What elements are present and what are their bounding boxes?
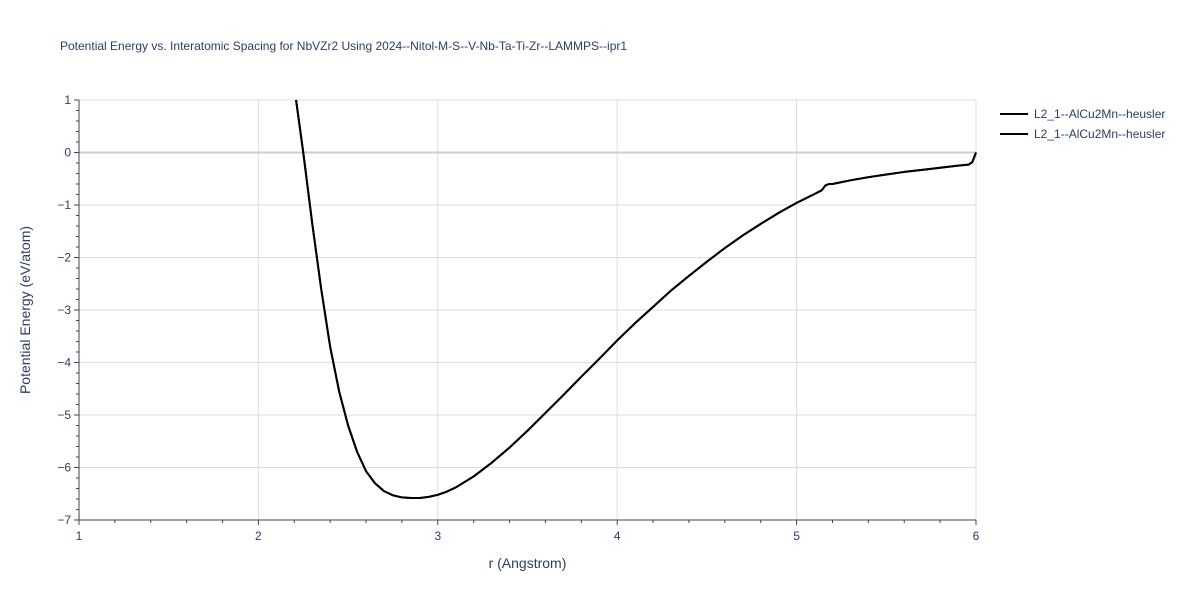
x-tick-label: 3 [434, 529, 441, 543]
x-tick-label: 1 [76, 529, 83, 543]
x-tick-label: 2 [255, 529, 262, 543]
tick-labels: 1 2 3 4 5 6 1 0 −1 −2 −3 −4 −5 −6 −7 [57, 93, 979, 543]
y-tick-label: −5 [57, 408, 71, 422]
series-group [295, 99, 977, 499]
axes [74, 99, 977, 525]
y-tick-label: −3 [57, 303, 71, 317]
y-tick-label: −2 [57, 251, 71, 265]
x-tick-label: 5 [793, 529, 800, 543]
y-tick-label: 0 [64, 146, 71, 160]
legend[interactable]: L2_1--AlCu2Mn--heusler L2_1--AlCu2Mn--heu… [1000, 107, 1165, 141]
x-tick-label: 6 [973, 529, 980, 543]
legend-item-1[interactable]: L2_1--AlCu2Mn--heusler [1000, 107, 1165, 121]
y-tick-label: −4 [57, 356, 71, 370]
legend-label: L2_1--AlCu2Mn--heusler [1034, 127, 1165, 141]
x-axis-title: r (Angstrom) [489, 555, 567, 571]
grid-lines [79, 99, 977, 520]
series-line-2 [295, 99, 977, 499]
legend-item-2[interactable]: L2_1--AlCu2Mn--heusler [1000, 127, 1165, 141]
chart-title: Potential Energy vs. Interatomic Spacing… [60, 39, 627, 53]
y-tick-label: 1 [64, 93, 71, 107]
y-tick-label: −1 [57, 198, 71, 212]
x-tick-label: 4 [614, 529, 621, 543]
y-axis-title: Potential Energy (eV/atom) [17, 226, 33, 394]
legend-label: L2_1--AlCu2Mn--heusler [1034, 107, 1165, 121]
y-tick-label: −7 [57, 513, 71, 527]
y-tick-label: −6 [57, 461, 71, 475]
